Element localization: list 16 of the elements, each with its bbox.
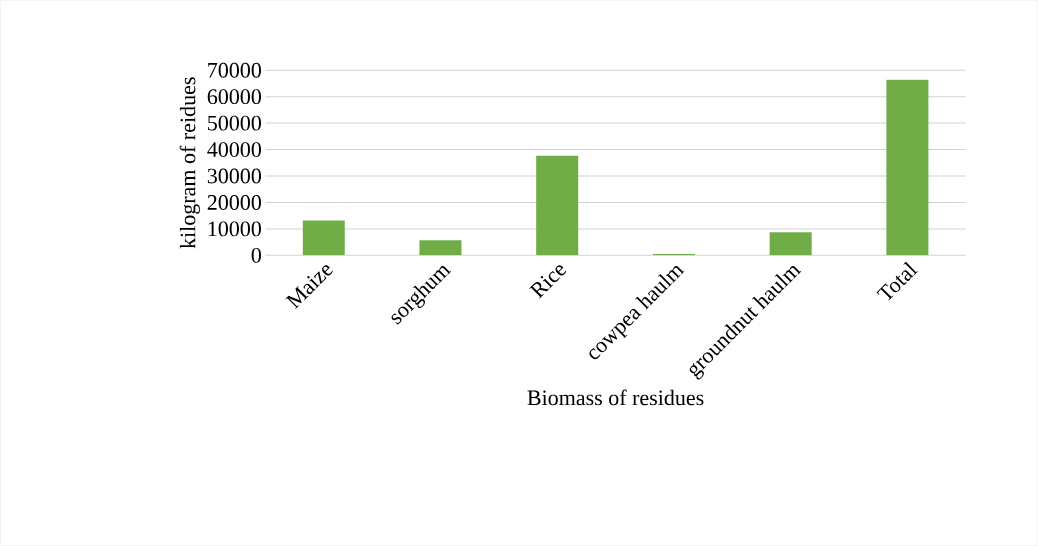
x-axis-title: Biomass of residues xyxy=(527,389,704,406)
y-tick-label: 0 xyxy=(251,248,261,263)
y-tick-label: 10000 xyxy=(208,221,261,237)
bar xyxy=(769,232,812,256)
y-tick-label: 70000 xyxy=(208,62,261,78)
y-tick-label: 50000 xyxy=(208,115,261,131)
y-tick-label: 20000 xyxy=(207,195,261,211)
bar xyxy=(536,155,579,256)
x-tick-label: Rice xyxy=(529,265,567,299)
bar xyxy=(886,79,929,256)
y-tick-label: 30000 xyxy=(207,168,261,184)
bar xyxy=(302,220,345,256)
y-axis-title: kilogram of reidues xyxy=(179,77,200,249)
y-tick-label: 60000 xyxy=(207,89,261,105)
bar xyxy=(419,240,462,256)
y-tick-label: 40000 xyxy=(207,142,261,158)
